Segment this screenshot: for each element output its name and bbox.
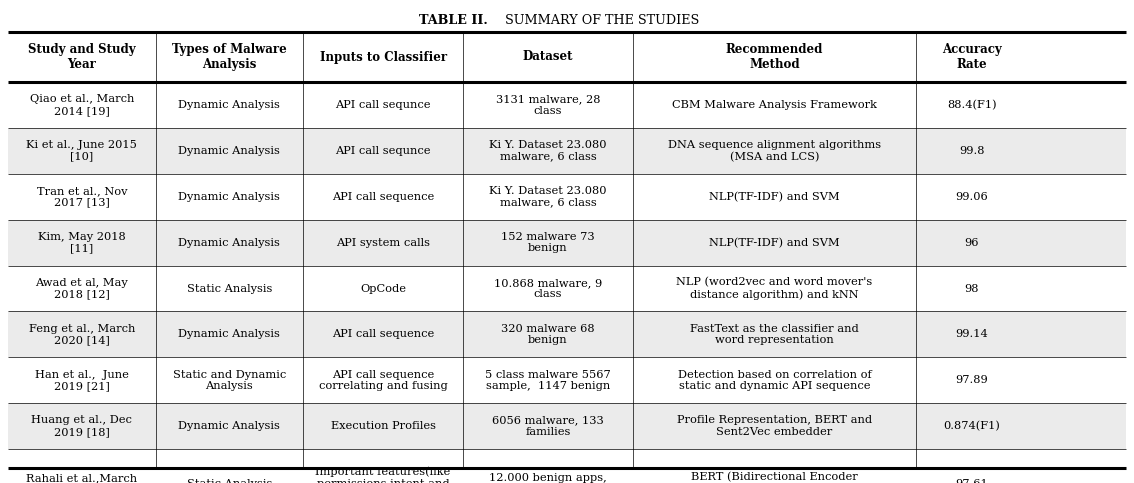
Text: Static Analysis: Static Analysis: [187, 479, 272, 483]
Text: API call sequence
correlating and fusing: API call sequence correlating and fusing: [319, 369, 448, 391]
Text: TABLE II.: TABLE II.: [418, 14, 488, 27]
Bar: [8, 449, 1126, 483]
Text: Dynamic Analysis: Dynamic Analysis: [178, 146, 280, 156]
Text: NLP(TF-IDF) and SVM: NLP(TF-IDF) and SVM: [709, 192, 839, 202]
Bar: [8, 220, 1126, 266]
Text: 96: 96: [964, 238, 979, 248]
Text: 10.868 malware, 9
class: 10.868 malware, 9 class: [494, 278, 602, 299]
Text: Study and Study
Year: Study and Study Year: [28, 43, 136, 71]
Text: Ki Y. Dataset 23.080
malware, 6 class: Ki Y. Dataset 23.080 malware, 6 class: [489, 186, 607, 208]
Text: Static and Dynamic
Analysis: Static and Dynamic Analysis: [172, 369, 286, 391]
Text: Huang et al., Dec
2019 [18]: Huang et al., Dec 2019 [18]: [32, 415, 133, 437]
Bar: [8, 312, 1126, 357]
Text: OpCode: OpCode: [361, 284, 406, 294]
Text: Ki Y. Dataset 23.080
malware, 6 class: Ki Y. Dataset 23.080 malware, 6 class: [489, 140, 607, 162]
Bar: [8, 174, 1126, 220]
Text: Inputs to Classifier: Inputs to Classifier: [320, 51, 447, 63]
Text: DNA sequence alignment algorithms
(MSA and LCS): DNA sequence alignment algorithms (MSA a…: [668, 140, 881, 162]
Text: 99.06: 99.06: [955, 192, 988, 202]
Text: Tran et al., Nov
2017 [13]: Tran et al., Nov 2017 [13]: [36, 186, 127, 208]
Text: 97.89: 97.89: [955, 375, 988, 385]
Bar: [8, 357, 1126, 403]
Text: Dynamic Analysis: Dynamic Analysis: [178, 421, 280, 431]
Text: SUMMARY OF THE STUDIES: SUMMARY OF THE STUDIES: [505, 14, 699, 27]
Text: API call sequnce: API call sequnce: [336, 100, 431, 110]
Text: FastText as the classifier and
word representation: FastText as the classifier and word repr…: [689, 324, 858, 345]
Text: Static Analysis: Static Analysis: [187, 284, 272, 294]
Text: API call sequence: API call sequence: [332, 192, 434, 202]
Text: 88.4(F1): 88.4(F1): [947, 100, 997, 110]
Text: API system calls: API system calls: [336, 238, 430, 248]
Text: Dynamic Analysis: Dynamic Analysis: [178, 100, 280, 110]
Text: 0.874(F1): 0.874(F1): [943, 421, 1000, 431]
Text: Dataset: Dataset: [523, 51, 574, 63]
Text: 152 malware 73
benign: 152 malware 73 benign: [501, 232, 595, 254]
Bar: [8, 266, 1126, 312]
Text: 98: 98: [964, 284, 979, 294]
Text: API call sequnce: API call sequnce: [336, 146, 431, 156]
Text: Awad et al, May
2018 [12]: Awad et al, May 2018 [12]: [35, 278, 128, 299]
Text: Profile Representation, BERT and
Sent2Vec embedder: Profile Representation, BERT and Sent2Ve…: [677, 415, 872, 437]
Text: 6056 malware, 133
families: 6056 malware, 133 families: [492, 415, 604, 437]
Text: NLP(TF-IDF) and SVM: NLP(TF-IDF) and SVM: [709, 238, 839, 248]
Text: Detection based on correlation of
static and dynamic API sequence: Detection based on correlation of static…: [677, 369, 871, 391]
Bar: [8, 403, 1126, 449]
Text: BERT (Bidirectional Encoder
Representations from Transformers): BERT (Bidirectional Encoder Representati…: [668, 472, 881, 483]
Text: Han et al.,  June
2019 [21]: Han et al., June 2019 [21]: [35, 369, 129, 391]
Text: Ki et al., June 2015
[10]: Ki et al., June 2015 [10]: [26, 140, 137, 162]
Text: NLP (word2vec and word mover's
distance algorithm) and kNN: NLP (word2vec and word mover's distance …: [676, 277, 872, 300]
Text: Dynamic Analysis: Dynamic Analysis: [178, 192, 280, 202]
Text: Types of Malware
Analysis: Types of Malware Analysis: [172, 43, 287, 71]
Text: Accuracy
Rate: Accuracy Rate: [942, 43, 1001, 71]
Text: Recommended
Method: Recommended Method: [726, 43, 823, 71]
Text: 5 class malware 5567
sample,  1147 benign: 5 class malware 5567 sample, 1147 benign: [485, 369, 611, 391]
Text: Feng et al., March
2020 [14]: Feng et al., March 2020 [14]: [28, 324, 135, 345]
Bar: [8, 82, 1126, 128]
Text: 99.8: 99.8: [959, 146, 984, 156]
Text: Dynamic Analysis: Dynamic Analysis: [178, 238, 280, 248]
Bar: [8, 128, 1126, 174]
Text: Rahali et al.,March
2021 [17]: Rahali et al.,March 2021 [17]: [26, 473, 137, 483]
Text: CBM Malware Analysis Framework: CBM Malware Analysis Framework: [672, 100, 877, 110]
Text: 97.61: 97.61: [955, 479, 988, 483]
Text: 320 malware 68
benign: 320 malware 68 benign: [501, 324, 595, 345]
Text: Qiao et al., March
2014 [19]: Qiao et al., March 2014 [19]: [29, 94, 134, 116]
Text: 12.000 benign apps,
10.000 malware apps: 12.000 benign apps, 10.000 malware apps: [485, 473, 610, 483]
Text: 99.14: 99.14: [955, 329, 988, 340]
Text: 3131 malware, 28
class: 3131 malware, 28 class: [496, 94, 600, 116]
Text: Important features(like
permissions,intent and
activities): Important features(like permissions,inte…: [315, 467, 450, 483]
Text: Dynamic Analysis: Dynamic Analysis: [178, 329, 280, 340]
Text: API call sequence: API call sequence: [332, 329, 434, 340]
Text: Execution Profiles: Execution Profiles: [331, 421, 435, 431]
Text: Kim, May 2018
[11]: Kim, May 2018 [11]: [37, 232, 126, 254]
